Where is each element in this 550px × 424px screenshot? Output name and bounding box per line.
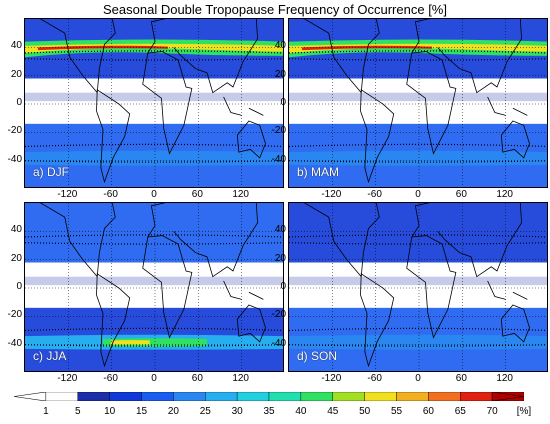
lon-tick-label: 60 [191,373,203,384]
lon-tick-label: -120 [321,373,342,384]
lat-tick-label: -40 [271,153,286,165]
lon-tick-label: -120 [321,189,342,200]
frequency-map [289,203,547,371]
colorbar [14,392,524,401]
lon-tick-label: 0 [415,189,421,200]
panel-label: a) DJF [33,165,69,179]
lon-tick-label: 120 [232,189,249,200]
lat-tick-label: 0 [16,281,22,292]
panel-label: d) SON [297,349,338,363]
colorbar-tick-label: 55 [390,406,403,417]
lon-tick-label: -120 [57,189,78,200]
lat-tick-label: 40 [10,224,22,236]
map-panel-son: d) SON [288,202,548,372]
lat-tick-label: -20 [271,309,286,321]
map-panel-jja: c) JJA [24,202,284,372]
colorbar-swatch [141,392,174,401]
lat-tick-label: -40 [271,337,286,349]
colorbar-swatch [109,392,142,401]
lon-tick-label: 0 [151,189,157,200]
lon-tick-label: 60 [191,189,203,200]
lat-tick-label: -40 [7,153,22,165]
lon-tick-label: -120 [57,373,78,384]
lat-tick-label: 0 [280,281,286,292]
lon-tick-label: 0 [415,373,421,384]
colorbar-tick-label: 40 [295,406,307,417]
lon-tick-label: -60 [103,373,118,384]
colorbar-tick-label: 20 [167,406,179,417]
lat-tick-label: 40 [10,40,22,52]
colorbar-tick-label: 70 [486,406,498,417]
colorbar-tick-label: 1 [43,406,49,417]
lat-tick-label: -40 [7,337,22,349]
lon-tick-label: 60 [455,189,467,200]
lon-tick-label: -60 [367,189,382,200]
colorbar-tick-label: 30 [231,406,243,417]
lon-tick-label: 120 [496,189,513,200]
lat-tick-label: 0 [16,97,22,108]
colorbar-swatch [173,392,206,401]
lon-tick-label: -60 [367,373,382,384]
lat-tick-label: -20 [271,125,286,137]
colorbar-unit-label: [%] [516,406,532,417]
colorbar-tick-label: 35 [263,406,275,417]
lat-tick-label: 20 [274,252,286,264]
lon-tick-label: 0 [151,373,157,384]
colorbar-tick-label: 65 [454,406,466,417]
colorbar-swatch [332,392,365,401]
panel-label: b) MAM [297,165,339,179]
lat-tick-label: -20 [7,125,22,137]
frequency-map [289,19,547,187]
colorbar-tick-label: 50 [359,406,371,417]
lat-tick-label: 40 [274,40,286,52]
colorbar-swatch [236,392,270,401]
colorbar-tick-label: 15 [135,406,148,417]
lon-tick-label: 120 [496,373,513,384]
lon-tick-label: -60 [103,189,118,200]
colorbar-swatch [268,392,302,401]
figure-title: Seasonal Double Tropopause Frequency of … [103,2,447,17]
colorbar-swatch [396,392,429,401]
colorbar-swatch [300,392,333,401]
colorbar-tick-label: 45 [327,406,339,417]
colorbar-swatch [428,392,461,401]
colorbar-swatch [45,392,78,401]
colorbar-tick-label: 60 [422,406,434,417]
colorbar-tick-label: 25 [199,406,211,417]
map-panel-djf: a) DJF [24,18,284,188]
colorbar-tick-label: 10 [104,406,116,417]
colorbar-swatch [460,392,493,401]
lon-tick-label: 60 [455,373,467,384]
frequency-map [25,19,283,187]
colorbar-swatch [364,392,397,401]
colorbar-swatch [77,392,110,401]
frequency-map [25,203,283,371]
lat-tick-label: 20 [274,68,286,80]
lon-tick-label: 120 [232,373,249,384]
lat-tick-label: -20 [7,309,22,321]
panel-label: c) JJA [33,349,67,363]
colorbar-tick-label: 5 [74,406,81,417]
lat-tick-label: 20 [10,68,22,80]
colorbar-swatch [205,392,238,401]
lat-tick-label: 40 [274,224,286,236]
lat-tick-label: 20 [10,252,22,264]
map-panel-mam: b) MAM [288,18,548,188]
lat-tick-label: 0 [280,97,286,108]
